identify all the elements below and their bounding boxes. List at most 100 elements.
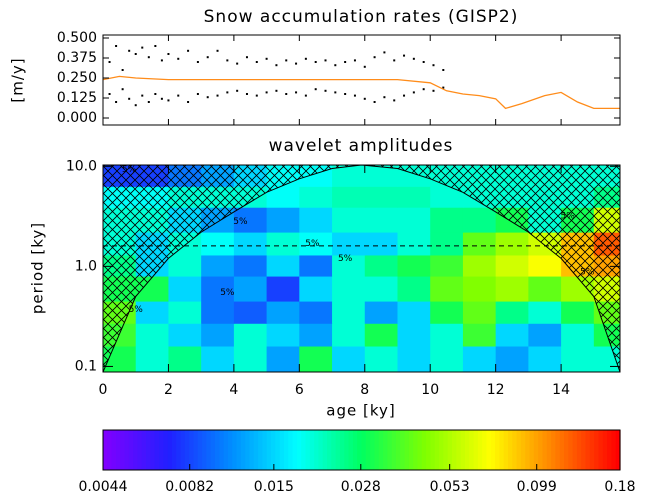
heat-cell (528, 346, 562, 372)
colorbar-swatch (193, 430, 199, 470)
colorbar-swatch (563, 430, 569, 470)
colorbar-swatch (253, 430, 259, 470)
colorbar-swatch (400, 430, 406, 470)
colorbar-swatch (486, 430, 492, 470)
colorbar-swatch (413, 430, 419, 470)
top-title: Snow accumulation rates (GISP2) (204, 7, 519, 27)
heat-cell (561, 323, 595, 347)
colorbar-swatch (555, 430, 561, 470)
colorbar-swatch (507, 430, 513, 470)
heat-cell (135, 301, 169, 324)
colorbar-swatch (279, 430, 285, 470)
heat-cell (561, 346, 595, 372)
data-point (432, 64, 435, 67)
cone-of-influence (103, 165, 620, 372)
plot-frame (102, 164, 621, 373)
colorbar-swatch (607, 430, 612, 470)
colorbar-swatch (421, 430, 427, 470)
colorbar-swatch (383, 430, 388, 470)
heat-cell (233, 346, 268, 372)
heat-cell (364, 323, 398, 347)
x-tick-label: 6 (295, 382, 304, 398)
colorbar-tick-label: 0.18 (604, 479, 635, 495)
colorbar-swatch (503, 430, 509, 470)
data-point (324, 59, 327, 62)
colorbar-swatch (141, 430, 147, 470)
colorbar-swatch (512, 430, 518, 470)
data-point (285, 93, 288, 95)
heat-cell (495, 276, 529, 302)
colorbar-swatch (111, 430, 117, 470)
colorbar-swatch (120, 430, 126, 470)
significance-label: 5% (122, 165, 137, 175)
heat-cell (201, 232, 235, 256)
data-point (314, 88, 317, 91)
colorbar-swatch (339, 430, 345, 470)
data-point (314, 61, 317, 63)
data-point (442, 69, 445, 71)
heat-cell (201, 346, 235, 372)
heat-cell (462, 254, 497, 277)
heat-cell (430, 232, 464, 256)
heat-cell (332, 254, 366, 277)
heat-cell (462, 207, 497, 233)
colorbar-swatch (538, 430, 544, 470)
data-point (216, 94, 219, 97)
heat-cell (299, 186, 333, 208)
data-point (383, 51, 386, 54)
heat-cell (168, 346, 202, 372)
y-tick-label: 0.375 (57, 50, 97, 66)
colorbar-swatch (490, 430, 496, 470)
colorbar-swatch (456, 430, 462, 470)
colorbar-tick-label: 0.028 (341, 479, 381, 495)
colorbar-swatch (361, 430, 367, 470)
heat-cell (364, 165, 398, 187)
heat-cell (430, 323, 464, 347)
colorbar-swatch (223, 430, 229, 470)
heat-cell (528, 323, 562, 347)
plot-frame (102, 34, 621, 126)
data-point (128, 97, 131, 100)
data-point (147, 101, 150, 103)
x-tick-label: 8 (360, 382, 369, 398)
colorbar-swatch (357, 430, 363, 470)
colorbar-tick-label: 0.0082 (165, 479, 214, 495)
data-point (226, 91, 229, 94)
data-point (167, 53, 170, 55)
data-point (206, 56, 209, 59)
significance-label: 5% (233, 217, 248, 227)
colorbar-swatch (387, 430, 393, 470)
heat-cell (462, 232, 497, 256)
colorbar-swatch (124, 430, 130, 470)
colorbar-swatch (301, 430, 307, 470)
colorbar-swatch (107, 430, 113, 470)
heat-cell (266, 254, 300, 277)
data-point (115, 101, 118, 103)
colorbar-swatch (128, 430, 134, 470)
colorbar-swatch (262, 430, 268, 470)
data-point (245, 93, 248, 95)
data-point (285, 59, 288, 62)
heat-cell (495, 254, 529, 277)
heat-cell (135, 346, 169, 372)
colorbar-swatch (495, 430, 500, 470)
heat-cell (332, 323, 366, 347)
heat-cell (364, 186, 398, 208)
heat-cell (332, 207, 366, 233)
heat-cell (495, 346, 529, 372)
y-tick-label: 1.0 (75, 258, 97, 274)
data-point (324, 89, 327, 92)
y-tick-label: 10.0 (66, 158, 97, 174)
colorbar-swatch (611, 430, 617, 470)
data-point (363, 65, 366, 68)
colorbar-swatch (288, 430, 294, 470)
heat-cell (397, 186, 431, 208)
data-point (167, 99, 170, 102)
colorbar-swatch (529, 430, 535, 470)
heat-cell (462, 346, 497, 372)
heat-cell (266, 207, 300, 233)
colorbar-swatch (451, 430, 457, 470)
heat-cell (528, 254, 562, 277)
heat-cell (299, 232, 333, 256)
